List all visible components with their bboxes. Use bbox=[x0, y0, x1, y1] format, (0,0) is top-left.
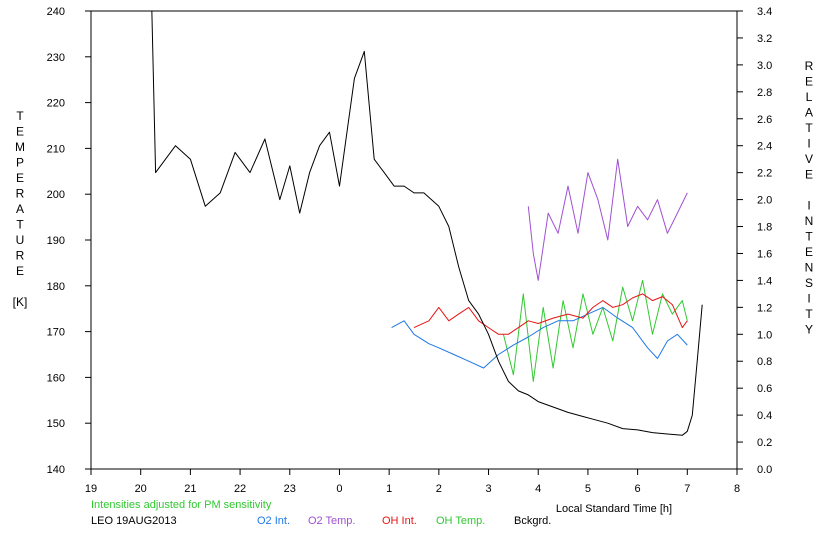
x-tick-label: 21 bbox=[184, 483, 196, 495]
legend-entry: O2 Int. bbox=[257, 515, 290, 527]
x-axis-label: Local Standard Time [h] bbox=[556, 503, 672, 515]
legend-entry: O2 Temp. bbox=[308, 515, 356, 527]
y-left-tick-label: 180 bbox=[47, 281, 65, 293]
y-right-tick-label: 0.4 bbox=[757, 410, 772, 422]
y-right-label-char: T bbox=[805, 230, 813, 244]
y-left-label-char: T bbox=[16, 218, 24, 232]
y-left-tick-label: 210 bbox=[47, 143, 65, 155]
y-right-label-char: V bbox=[805, 152, 813, 166]
x-tick-label: 8 bbox=[734, 483, 740, 495]
y-right-tick-label: 2.8 bbox=[757, 87, 772, 99]
legend-entry: OH Int. bbox=[382, 515, 417, 527]
y-left-tick-label: 190 bbox=[47, 235, 65, 247]
y-right-label-char: S bbox=[805, 276, 813, 290]
y-left-tick-label: 150 bbox=[47, 418, 65, 430]
y-right-tick-label: 0.2 bbox=[757, 437, 772, 449]
y-left-label-char: [K] bbox=[13, 295, 28, 309]
x-tick-label: 20 bbox=[135, 483, 147, 495]
x-tick-label: 4 bbox=[535, 483, 541, 495]
x-tick-label: 2 bbox=[436, 483, 442, 495]
y-left-tick-label: 200 bbox=[47, 189, 65, 201]
x-tick-label: 0 bbox=[336, 483, 342, 495]
y-right-tick-label: 2.4 bbox=[757, 141, 772, 153]
y-left-label-char: U bbox=[16, 233, 25, 247]
y-right-tick-label: 2.6 bbox=[757, 114, 772, 126]
y-right-tick-label: 2.0 bbox=[757, 195, 772, 207]
y-left-label-char: T bbox=[16, 109, 24, 123]
y-left-label-char: R bbox=[16, 249, 25, 263]
series-line-o2-temp bbox=[527, 158, 688, 281]
y-right-tick-label: 0.0 bbox=[757, 464, 772, 476]
y-right-tick-label: 3.4 bbox=[757, 6, 772, 18]
x-tick-label: 19 bbox=[85, 483, 97, 495]
y-right-label-char: R bbox=[805, 59, 814, 73]
series-line-bckgrd bbox=[151, 11, 703, 436]
y-right-label-char: I bbox=[807, 292, 810, 306]
y-right-tick-label: 2.2 bbox=[757, 168, 772, 180]
y-right-tick-label: 1.2 bbox=[757, 302, 772, 314]
y-right-label-char: E bbox=[805, 245, 813, 259]
series-line-o2-int bbox=[391, 306, 688, 369]
y-left-tick-label: 240 bbox=[47, 6, 65, 18]
sensitivity-note: Intensities adjusted for PM sensitivity bbox=[91, 499, 272, 511]
y-left-label-char: P bbox=[16, 156, 24, 170]
x-tick-label: 7 bbox=[684, 483, 690, 495]
y-right-label-char: Y bbox=[805, 323, 813, 337]
x-tick-label: 23 bbox=[284, 483, 296, 495]
y-right-tick-label: 0.6 bbox=[757, 383, 772, 395]
y-left-label-char: R bbox=[16, 187, 25, 201]
y-right-label-char: N bbox=[805, 261, 814, 275]
y-left-tick-label: 160 bbox=[47, 372, 65, 384]
y-right-label-char: L bbox=[806, 90, 813, 104]
y-right-label-char: T bbox=[805, 307, 813, 321]
y-right-tick-label: 1.6 bbox=[757, 248, 772, 260]
y-right-tick-label: 0.8 bbox=[757, 356, 772, 368]
y-right-label-char: E bbox=[805, 75, 813, 89]
series-line-oh-int bbox=[413, 293, 688, 335]
legend-entry: Bckgrd. bbox=[514, 515, 551, 527]
x-tick-label: 1 bbox=[386, 483, 392, 495]
station-date-label: LEO 19AUG2013 bbox=[91, 515, 177, 527]
y-right-label-char: T bbox=[805, 121, 813, 135]
y-left-label-char: A bbox=[16, 202, 24, 216]
y-right-label-char: N bbox=[805, 214, 814, 228]
y-right-tick-label: 1.0 bbox=[757, 329, 772, 341]
y-left-label-char: M bbox=[15, 140, 25, 154]
y-right-label-char: A bbox=[805, 106, 813, 120]
legend-entry: OH Temp. bbox=[436, 515, 485, 527]
y-left-tick-label: 230 bbox=[47, 52, 65, 64]
series-line-oh-temp bbox=[502, 279, 688, 382]
y-left-tick-label: 140 bbox=[47, 464, 65, 476]
y-left-label-char: E bbox=[16, 125, 24, 139]
y-left-tick-label: 170 bbox=[47, 327, 65, 339]
y-right-tick-label: 3.0 bbox=[757, 60, 772, 72]
x-tick-label: 5 bbox=[585, 483, 591, 495]
y-right-label-char: I bbox=[807, 199, 810, 213]
y-right-label-char: I bbox=[807, 137, 810, 151]
y-right-tick-label: 1.8 bbox=[757, 222, 772, 234]
y-left-tick-label: 220 bbox=[47, 98, 65, 110]
y-right-tick-label: 1.4 bbox=[757, 275, 772, 287]
y-left-label-char: E bbox=[16, 264, 24, 278]
y-right-label-char: E bbox=[805, 168, 813, 182]
y-left-label-char: E bbox=[16, 171, 24, 185]
x-tick-label: 6 bbox=[635, 483, 641, 495]
y-right-tick-label: 3.2 bbox=[757, 33, 772, 45]
x-tick-label: 3 bbox=[485, 483, 491, 495]
x-tick-label: 22 bbox=[234, 483, 246, 495]
